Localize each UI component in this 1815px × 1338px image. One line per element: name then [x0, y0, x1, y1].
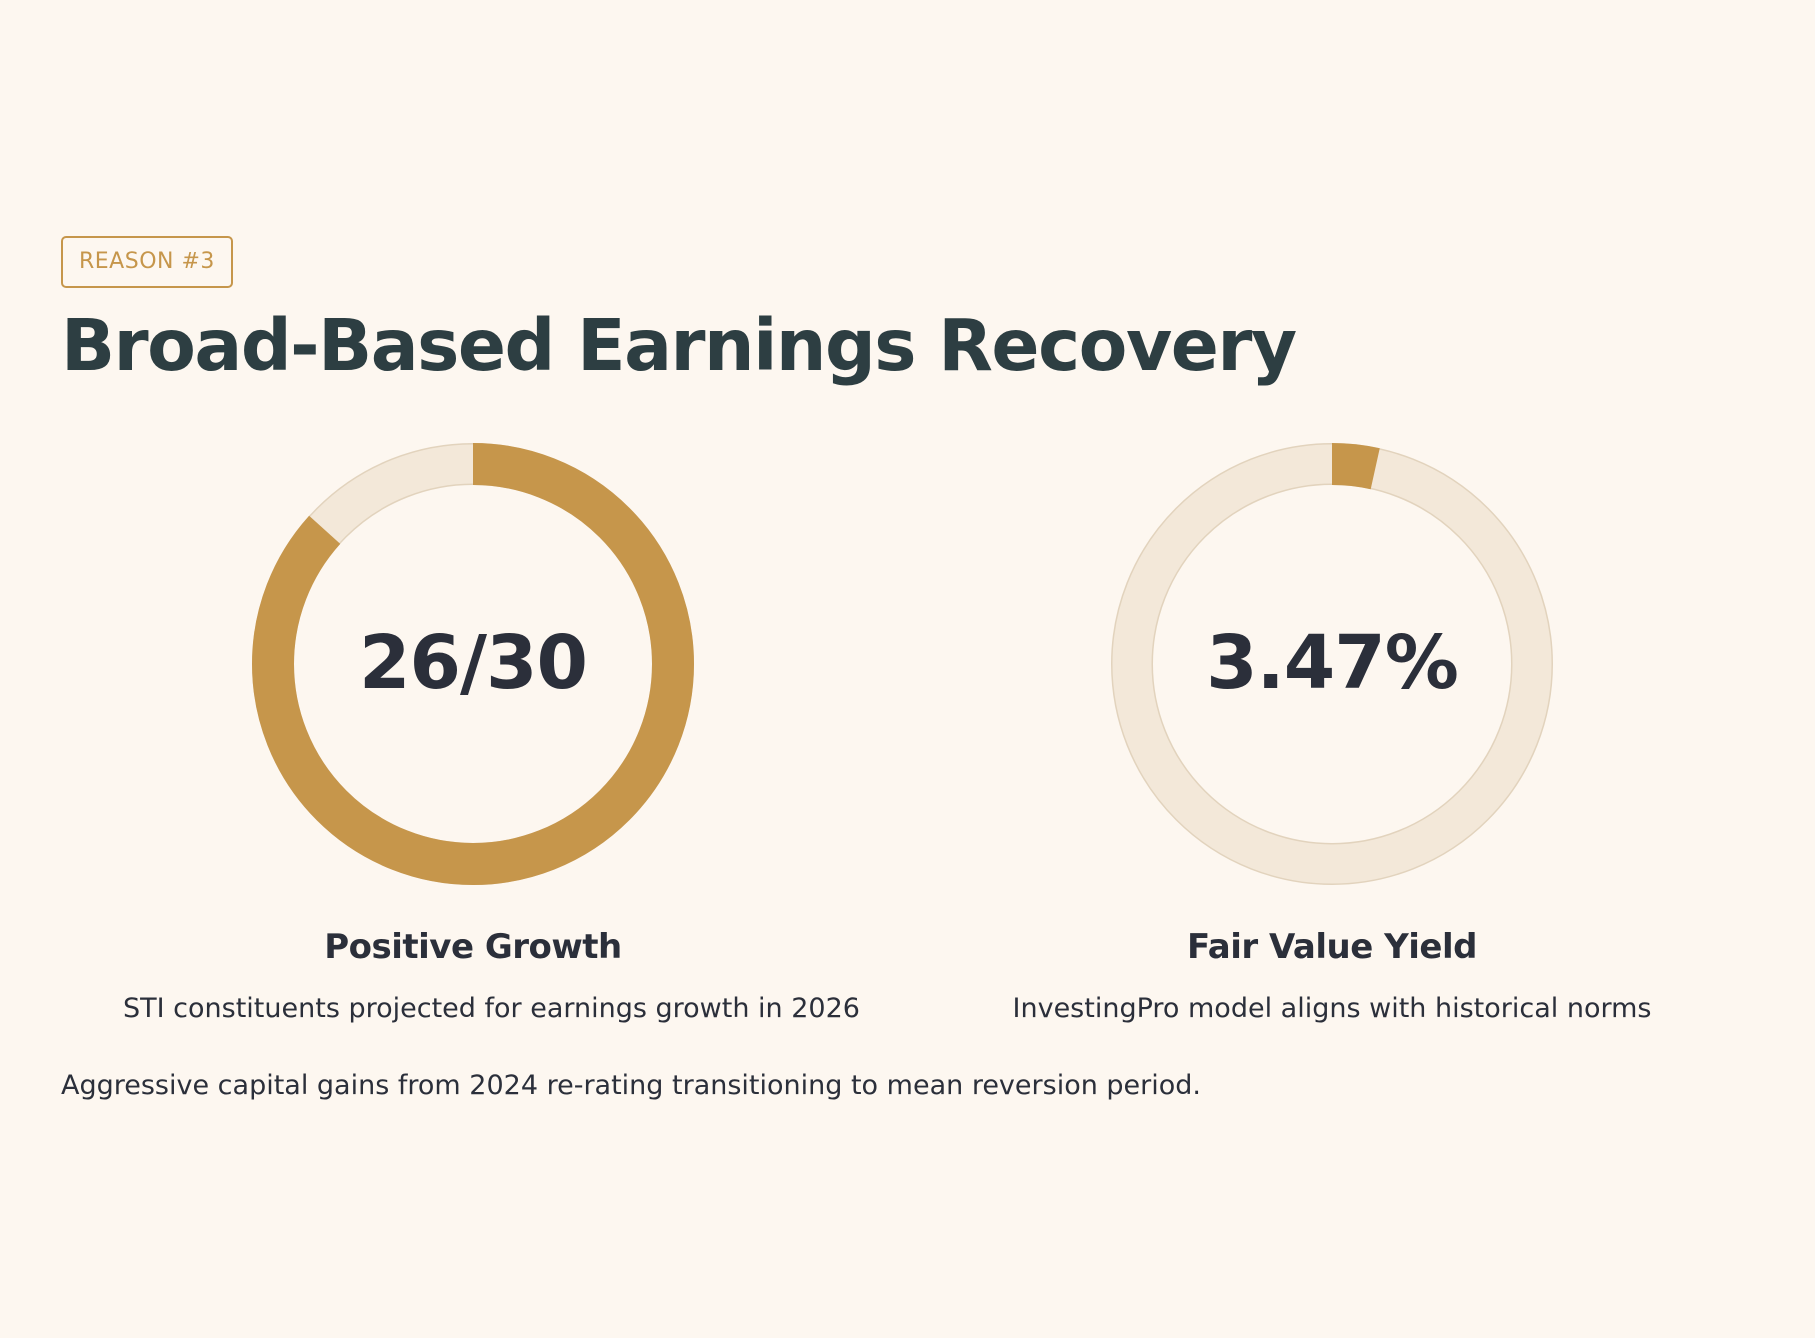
stat-positive-growth: 26/30 Positive Growth STI constituents p…: [123, 443, 860, 1029]
progress-ring-fill: [252, 443, 694, 885]
reason-badge: REASON #3: [61, 236, 233, 288]
progress-ring-fill: [1111, 443, 1553, 885]
stat-label: Fair Value Yield: [1187, 927, 1477, 967]
stat-label: Positive Growth: [324, 927, 622, 967]
progress-ring-container: 26/30: [252, 443, 694, 885]
footnote: Aggressive capital gains from 2024 re-ra…: [61, 1070, 1201, 1101]
stat-value: 26/30: [359, 620, 588, 706]
progress-ring-container: 3.47%: [1111, 443, 1553, 885]
stat-fair-value-yield: 3.47% Fair Value Yield InvestingPro mode…: [982, 443, 1682, 1029]
stat-description: STI constituents projected for earnings …: [123, 993, 860, 1024]
page-title: Broad-Based Earnings Recovery: [61, 304, 1297, 387]
stat-description: InvestingPro model aligns with historica…: [1012, 993, 1652, 1024]
stat-value: 3.47%: [1206, 620, 1459, 706]
progress-ring: [1111, 443, 1553, 885]
progress-ring: [252, 443, 694, 885]
